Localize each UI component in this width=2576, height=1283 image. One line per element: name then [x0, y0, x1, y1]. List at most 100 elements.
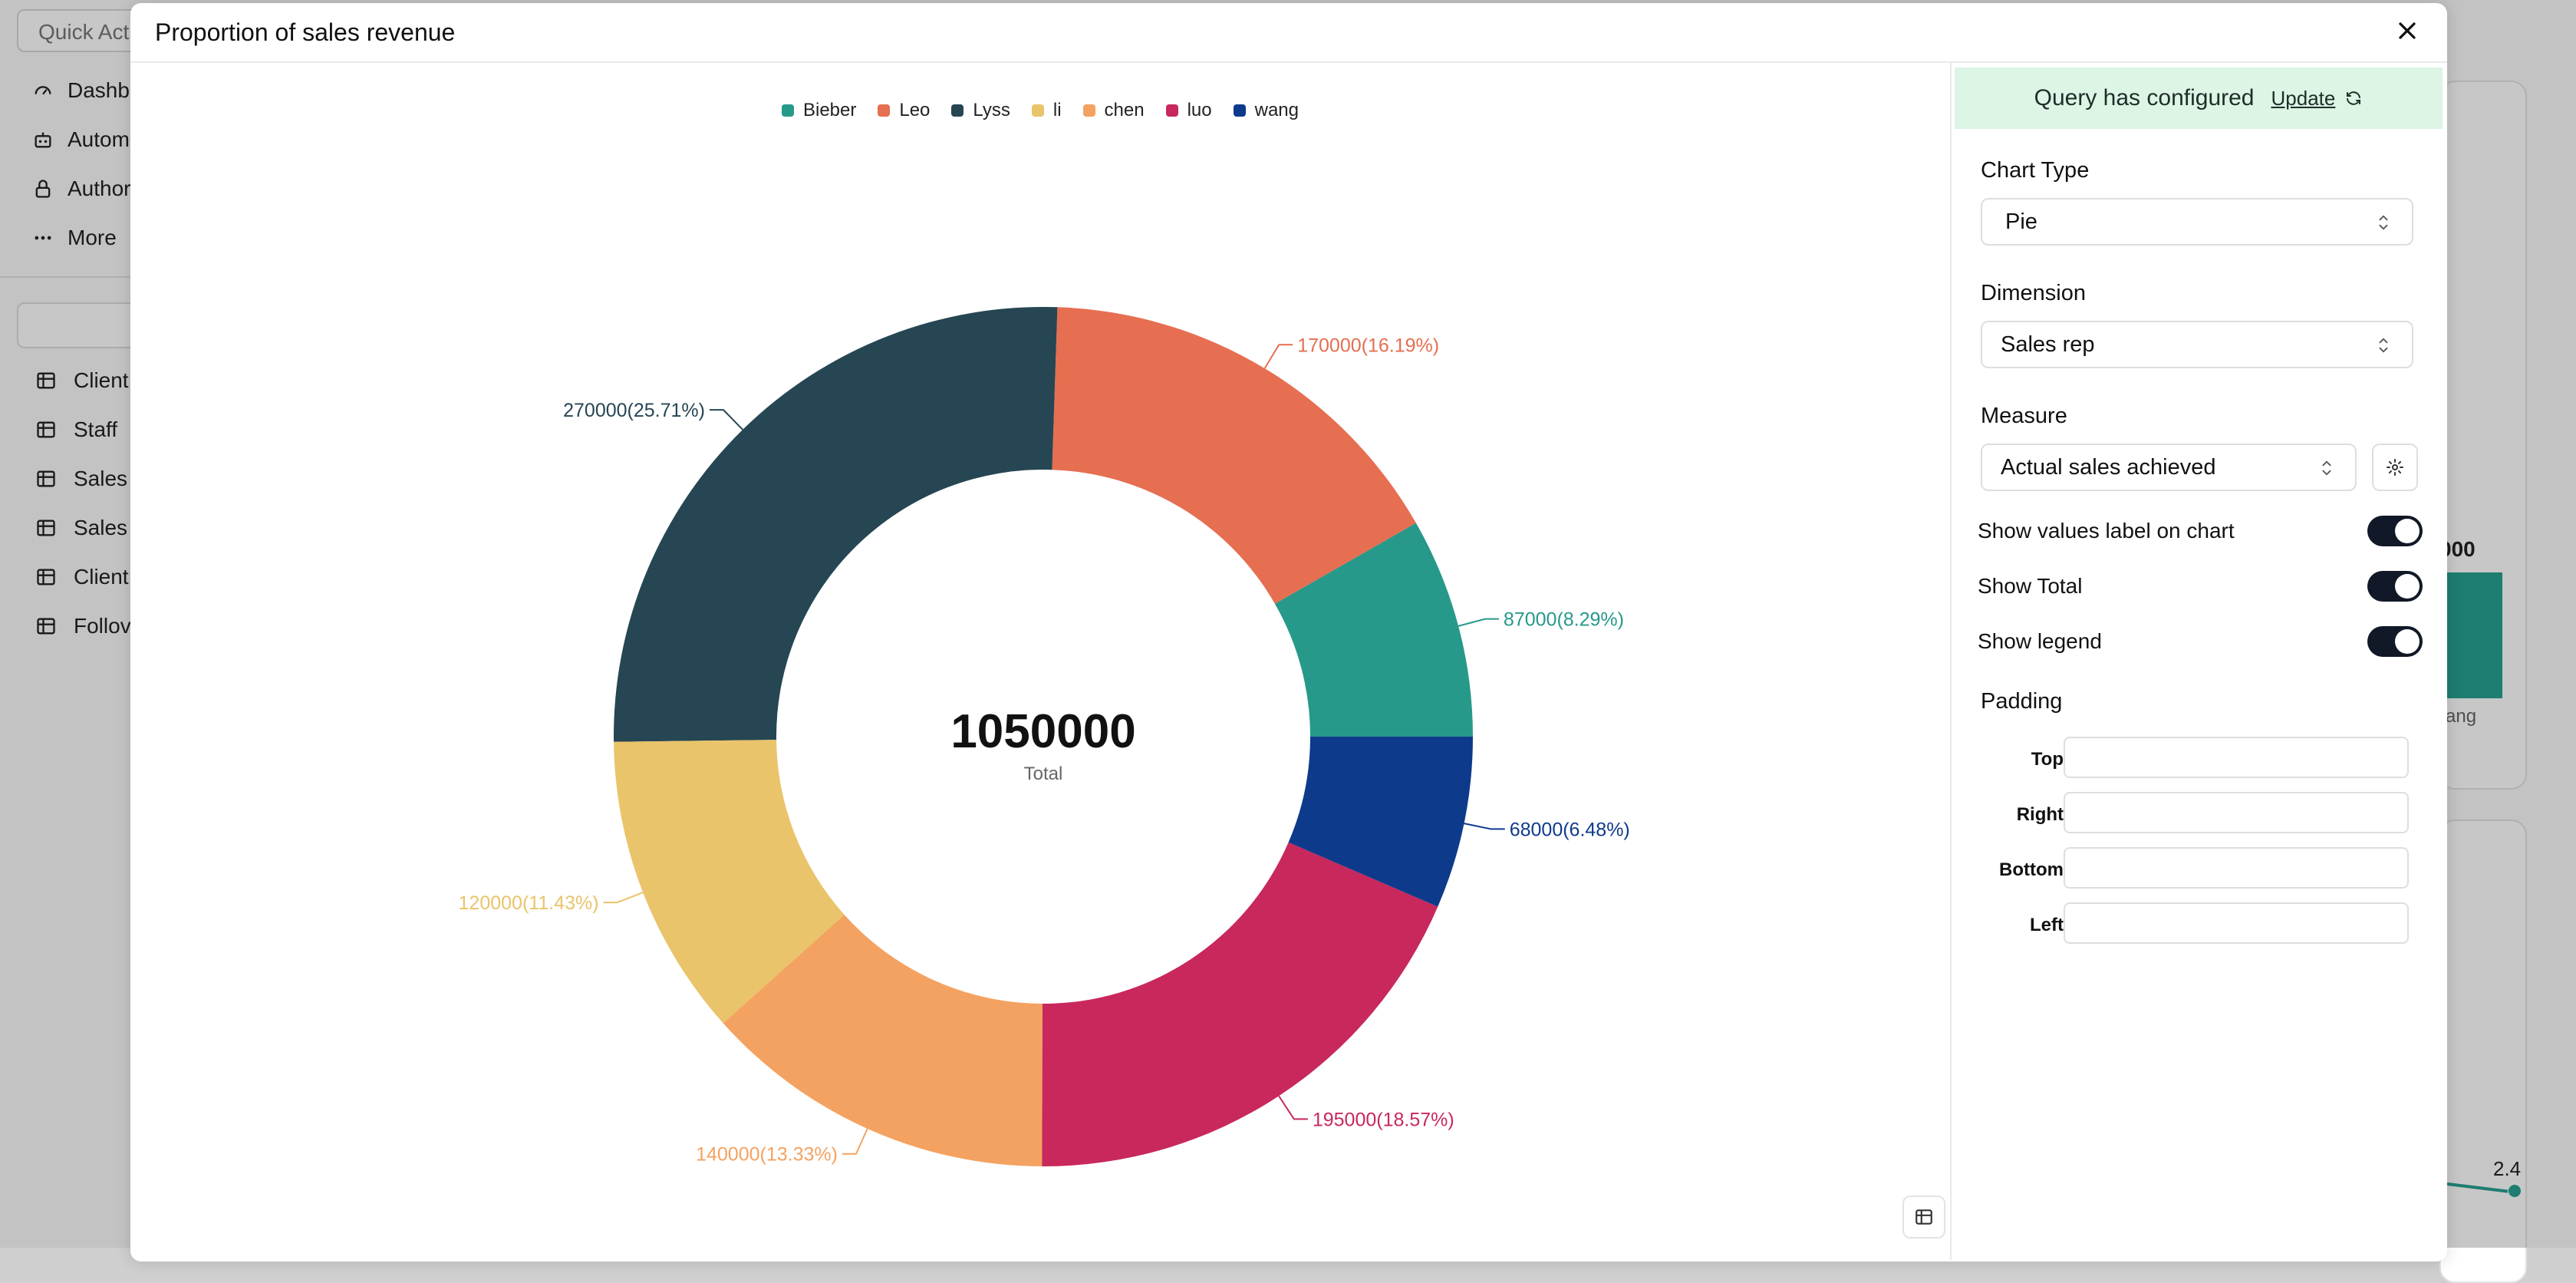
padding-bottom-row: Bottom	[1952, 847, 2447, 892]
settings-panel: Query has configured Update Chart Type P…	[1950, 63, 2447, 1260]
update-link[interactable]: Update	[2271, 86, 2336, 110]
legend-item-wang[interactable]: wang	[1233, 100, 1299, 121]
nav-label: Autom	[68, 127, 130, 151]
chevron-updown-icon	[2379, 215, 2388, 230]
ellipsis-icon	[31, 226, 55, 250]
slice-value-label: 270000(25.71%)	[563, 400, 705, 421]
nav-item-automation[interactable]: Autom	[31, 117, 130, 163]
label-leader-line	[1464, 823, 1505, 830]
padding-right-input[interactable]	[2064, 792, 2409, 833]
donut-slice-li[interactable]	[614, 740, 845, 1024]
padding-field-label: Bottom	[1999, 859, 2064, 880]
toggle-show-values: Show values label on chart	[1978, 511, 2423, 552]
table-icon	[34, 368, 58, 393]
show-values-switch[interactable]	[2367, 516, 2423, 546]
measure-select[interactable]: Actual sales achieved	[1981, 444, 2357, 491]
line-value-label: 2.4	[2493, 1157, 2522, 1180]
measure-value: Actual sales achieved	[2001, 455, 2216, 480]
padding-bottom-input[interactable]	[2064, 847, 2409, 889]
legend-label: luo	[1187, 100, 1212, 120]
legend-item-leo[interactable]: Leo	[878, 100, 930, 121]
slice-value-label: 68000(6.48%)	[1510, 819, 1630, 840]
legend-item-chen[interactable]: chen	[1082, 100, 1145, 121]
padding-right-row: Right	[1952, 792, 2447, 836]
table-icon	[1916, 1209, 1932, 1225]
legend-swatch	[1233, 104, 1246, 117]
label-leader-line	[710, 409, 743, 430]
table-icon	[34, 565, 58, 589]
table-icon	[34, 467, 58, 491]
slice-value-label: 120000(11.43%)	[459, 892, 599, 914]
donut-slice-bieber[interactable]	[1274, 523, 1473, 737]
slice-value-label: 195000(18.57%)	[1313, 1109, 1454, 1130]
measure-settings-button[interactable]	[2372, 444, 2418, 491]
padding-top-row: Top	[1952, 737, 2447, 781]
donut-slice-wang[interactable]	[1288, 737, 1473, 907]
table-item[interactable]: Staff	[34, 407, 117, 453]
notice-text: Query has configured	[2034, 85, 2255, 110]
donut-slice-leo[interactable]	[1052, 307, 1416, 604]
legend-item-luo[interactable]: luo	[1165, 100, 1212, 121]
bar-x-label: ang	[2446, 706, 2477, 727]
divider	[0, 276, 132, 278]
query-notice: Query has configured Update	[1955, 68, 2443, 129]
chart-type-value: Pie	[2005, 209, 2037, 234]
table-label: Staff	[74, 417, 118, 441]
label-leader-line	[603, 892, 644, 904]
refresh-icon[interactable]	[2344, 89, 2363, 107]
total-label: Total	[1024, 764, 1063, 784]
measure-label: Measure	[1981, 404, 2067, 428]
legend-swatch	[781, 104, 794, 117]
table-item[interactable]: Sales	[34, 456, 127, 502]
toggle-label: Show legend	[1978, 629, 2102, 653]
toggle-label: Show Total	[1978, 574, 2083, 598]
donut-slice-lyss[interactable]	[614, 306, 1058, 742]
show-total-switch[interactable]	[2367, 571, 2423, 602]
legend-label: Lyss	[973, 100, 1010, 120]
padding-left-row: Left	[1952, 902, 2447, 947]
view-table-button[interactable]	[1902, 1196, 1945, 1238]
dimension-select[interactable]: Sales rep	[1981, 321, 2413, 368]
nav-item-authorization[interactable]: Author	[31, 166, 131, 212]
label-leader-line	[1263, 344, 1293, 369]
donut-slice-luo[interactable]	[1042, 842, 1438, 1166]
close-button[interactable]	[2393, 17, 2421, 45]
modal-header: Proportion of sales revenue	[130, 3, 2447, 63]
chart-area: Bieber Leo Lyss li chen luo wang 87000(8.29%) 1…	[130, 63, 1950, 1260]
background-bar	[2447, 572, 2502, 698]
table-icon	[34, 614, 58, 638]
slice-value-label: 170000(16.19%)	[1297, 335, 1439, 356]
nav-item-more[interactable]: More	[31, 215, 117, 261]
donut-slice-chen[interactable]	[723, 915, 1043, 1166]
legend-item-li[interactable]: li	[1031, 100, 1062, 121]
chart-type-select[interactable]: Pie	[1981, 198, 2413, 246]
dimension-value: Sales rep	[2001, 332, 2095, 357]
padding-top-input[interactable]	[2064, 737, 2409, 778]
table-item[interactable]: Follov	[34, 603, 131, 649]
toggle-label: Show values label on chart	[1978, 519, 2235, 543]
show-legend-switch[interactable]	[2367, 626, 2423, 657]
lock-icon	[31, 176, 55, 201]
gear-icon	[2387, 459, 2403, 476]
nav-label: More	[68, 226, 117, 249]
padding-left-input[interactable]	[2064, 902, 2409, 944]
table-item[interactable]: Client	[34, 358, 129, 404]
legend-item-bieber[interactable]: Bieber	[781, 100, 856, 121]
table-label: Client	[74, 368, 129, 392]
table-item[interactable]: Sales	[34, 505, 127, 551]
toggle-show-total: Show Total	[1978, 566, 2423, 608]
legend-swatch	[878, 104, 891, 117]
nav-label: Dashb	[68, 78, 130, 102]
slice-value-label: 140000(13.33%)	[696, 1144, 838, 1166]
chart-modal: Proportion of sales revenue Bieber Leo Lys…	[130, 3, 2447, 1262]
padding-label: Padding	[1981, 689, 2063, 714]
legend-item-lyss[interactable]: Lyss	[951, 100, 1010, 121]
table-item[interactable]: Client	[34, 554, 129, 600]
padding-field-label: Left	[2030, 915, 2064, 935]
close-icon	[2399, 22, 2416, 39]
legend-swatch	[1031, 104, 1044, 117]
nav-label: Author	[68, 176, 131, 200]
label-leader-line	[1278, 1095, 1308, 1120]
total-value: 1050000	[950, 705, 1135, 758]
nav-item-dashboard[interactable]: Dashb	[31, 68, 130, 114]
